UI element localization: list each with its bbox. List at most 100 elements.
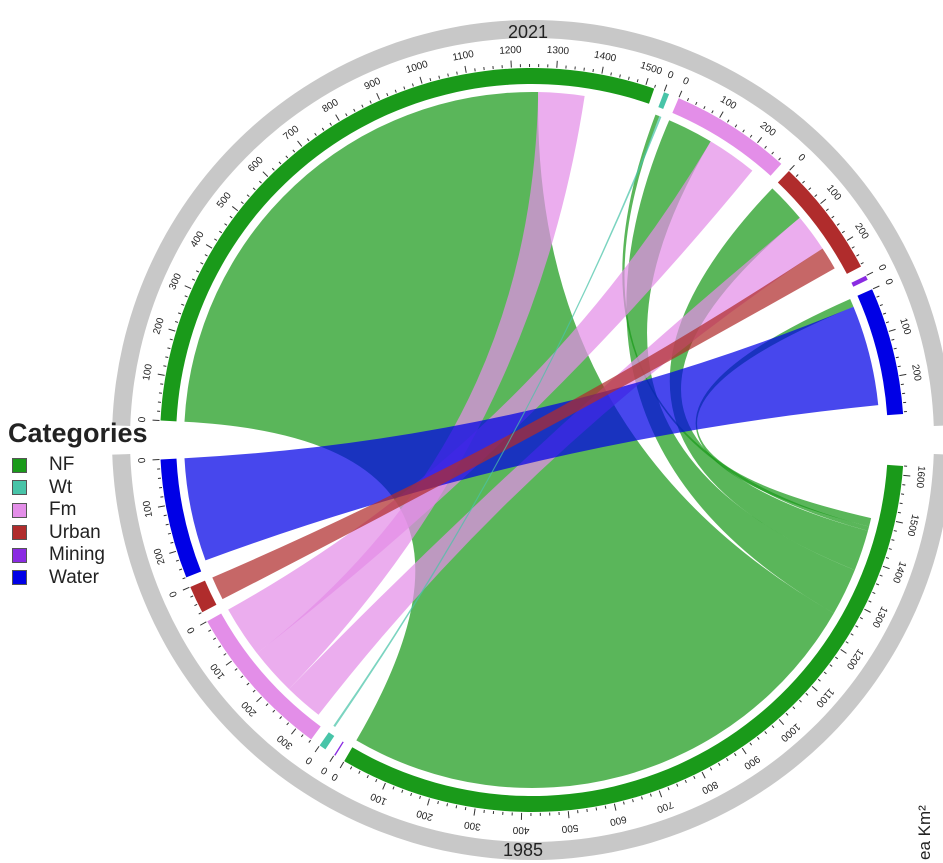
tick-mark xyxy=(893,347,897,350)
tick-mark xyxy=(163,365,167,367)
sector-bottom-nf xyxy=(344,464,904,812)
tick-mark xyxy=(192,278,196,281)
tick-label: 0 xyxy=(304,754,315,766)
tick-mark xyxy=(831,215,835,219)
legend-swatch xyxy=(12,570,27,586)
tick-mark xyxy=(394,89,397,93)
tick-mark xyxy=(169,338,173,341)
tick-mark xyxy=(841,230,845,234)
tick-label: 100 xyxy=(824,183,843,203)
tick-mark xyxy=(198,612,202,615)
tick-label: 200 xyxy=(909,364,923,383)
tick-mark xyxy=(610,72,612,76)
tick-mark xyxy=(182,577,186,580)
legend-label: Wt xyxy=(49,476,73,498)
legend-label: Water xyxy=(49,566,99,588)
tick-mark xyxy=(845,641,849,644)
tick-mark xyxy=(329,755,335,763)
tick-mark xyxy=(361,104,364,108)
sector-arcs xyxy=(160,68,904,812)
tick-mark xyxy=(246,194,250,198)
tick-mark xyxy=(756,736,760,740)
tick-label: 1000 xyxy=(405,59,430,76)
tick-mark xyxy=(473,808,476,816)
tick-mark xyxy=(771,151,774,155)
sector-bottom-urban xyxy=(190,580,217,613)
tick-mark xyxy=(455,805,458,809)
tick-mark xyxy=(401,789,404,793)
tick-mark xyxy=(814,194,818,197)
tick-mark xyxy=(345,113,348,117)
tick-mark xyxy=(734,753,737,757)
tick-mark xyxy=(882,565,890,570)
tick-mark xyxy=(196,270,200,273)
tick-label: 300 xyxy=(463,819,482,832)
legend-item-fm: Fm xyxy=(8,499,148,522)
tick-mark xyxy=(376,92,380,100)
legend-swatch xyxy=(12,480,27,496)
legend-label: Fm xyxy=(49,499,77,521)
tick-mark xyxy=(375,779,378,783)
chord-ribbons xyxy=(184,91,879,788)
tick-mark xyxy=(240,201,244,205)
tick-mark xyxy=(903,474,911,477)
tick-mark xyxy=(246,682,250,686)
tick-label: 800 xyxy=(699,778,719,796)
tick-mark xyxy=(410,792,413,797)
tick-mark xyxy=(654,84,657,88)
sector-bottom-water xyxy=(160,458,202,578)
tick-mark xyxy=(686,97,690,102)
tick-mark xyxy=(595,807,598,811)
tick-mark xyxy=(403,86,406,90)
tick-mark xyxy=(764,145,767,149)
tick-label: 200 xyxy=(415,807,434,822)
tick-mark xyxy=(868,600,872,603)
tick-mark xyxy=(262,171,269,178)
tick-label: 0 xyxy=(137,457,148,464)
tick-mark xyxy=(840,649,847,654)
tick-mark xyxy=(850,633,854,636)
tick-label: 100 xyxy=(718,94,738,112)
tick-label: 700 xyxy=(655,798,675,814)
tick-mark xyxy=(851,246,855,249)
tick-mark xyxy=(866,271,874,276)
tick-mark xyxy=(893,530,897,532)
ribbon-nf-to-fm xyxy=(626,120,855,614)
tick-mark xyxy=(199,621,207,626)
tick-mark xyxy=(632,799,634,803)
tick-mark xyxy=(279,716,283,720)
sector-bottom-fm xyxy=(207,613,321,740)
ribbon-nf-to-urban xyxy=(669,188,868,571)
legend-title: Categories xyxy=(8,418,148,448)
tick-label: 600 xyxy=(246,155,266,175)
tick-mark xyxy=(663,84,668,92)
tick-label: 1200 xyxy=(844,647,866,672)
tick-label: 0 xyxy=(795,152,807,164)
tick-mark xyxy=(895,356,899,359)
legend-swatch xyxy=(12,547,27,563)
tick-label: 1300 xyxy=(869,604,889,629)
tick-mark xyxy=(456,71,458,75)
tick-mark xyxy=(285,155,289,159)
tick-label: 0 xyxy=(330,770,341,783)
tick-mark xyxy=(286,722,290,726)
tick-label: 200 xyxy=(239,698,259,718)
tick-mark xyxy=(163,514,167,517)
tick-mark xyxy=(658,790,663,798)
tick-mark xyxy=(184,285,192,290)
tick-mark xyxy=(167,347,171,350)
tick-mark xyxy=(179,568,183,571)
legend-items: NF Wt Fm Urban Mining Water xyxy=(8,454,148,589)
legend-item-nf: NF xyxy=(8,454,148,477)
tick-label: 100 xyxy=(897,317,913,337)
tick-mark xyxy=(256,696,262,703)
tick-mark xyxy=(169,550,177,554)
tick-mark xyxy=(234,668,238,671)
tick-mark xyxy=(645,78,649,85)
tick-mark xyxy=(223,653,227,656)
tick-mark xyxy=(855,625,859,628)
tick-mark xyxy=(382,782,386,790)
tick-mark xyxy=(785,712,789,716)
tick-mark xyxy=(749,134,753,138)
tick-mark xyxy=(225,660,232,666)
